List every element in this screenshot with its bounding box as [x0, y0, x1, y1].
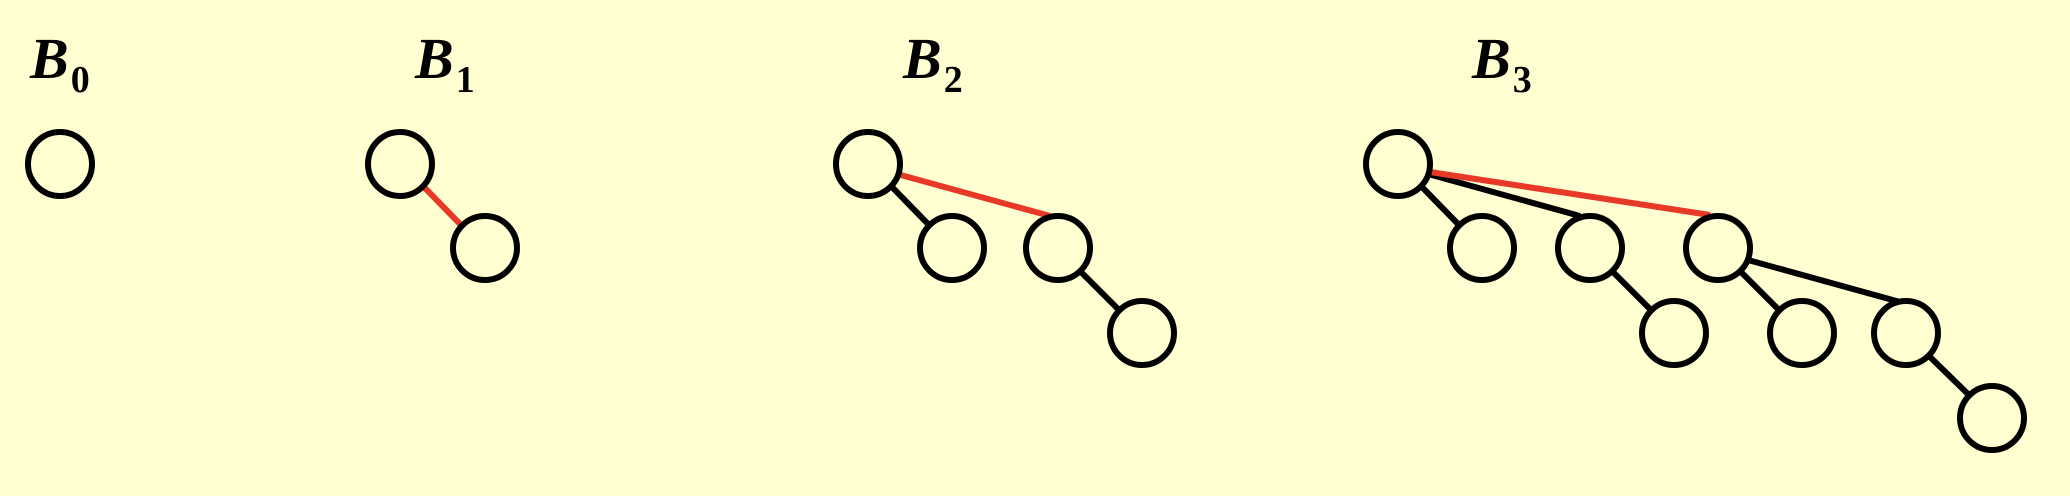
b3-node-b	[1555, 213, 1625, 283]
b3-node-g	[1957, 383, 2027, 453]
b1-root-node	[365, 129, 435, 199]
tree-b2	[833, 129, 1177, 368]
b1-link-edge	[419, 182, 465, 229]
b3-edge-root-a	[1417, 182, 1463, 229]
b3-subroot-node-d	[1683, 213, 1753, 283]
label-b0-letter: B	[30, 26, 69, 91]
b2-subchild-node	[1107, 298, 1177, 368]
tree-b1	[365, 129, 520, 283]
label-b3-subscript: 3	[1512, 59, 1532, 101]
b2-child-node	[917, 213, 987, 283]
b2-root-node	[833, 129, 903, 199]
tree-b0	[25, 129, 95, 199]
b1-child-node	[450, 213, 520, 283]
label-b1-subscript: 1	[455, 59, 475, 101]
label-b0-subscript: 0	[70, 59, 90, 101]
b3-node-c	[1639, 298, 1709, 368]
label-b2-letter: B	[903, 26, 942, 91]
label-b3-letter: B	[1472, 26, 1511, 91]
b3-root-node	[1363, 129, 1433, 199]
b3-edge-b-c	[1609, 268, 1655, 314]
b3-link-edge	[1429, 169, 1711, 218]
b2-subroot-node	[1023, 213, 1093, 283]
b3-edge-d-f	[1747, 257, 1901, 305]
b3-node-f	[1871, 298, 1941, 368]
label-b2-subscript: 2	[943, 59, 963, 101]
label-b0: B0	[30, 30, 90, 100]
b3-node-a	[1447, 213, 1517, 283]
b3-edge-root-b	[1427, 171, 1581, 219]
b0-root-node	[25, 129, 95, 199]
b3-node-e	[1767, 298, 1837, 368]
b3-edge-f-g	[1925, 352, 1973, 399]
label-b3: B3	[1472, 30, 1532, 100]
b2-link-edge	[896, 171, 1051, 219]
label-b1: B1	[415, 30, 475, 100]
label-b1-letter: B	[415, 26, 454, 91]
b2-edge-root-child	[887, 182, 933, 229]
b3-edge-d-e	[1737, 268, 1783, 314]
b2-edge-sub-child	[1077, 268, 1123, 314]
label-b2: B2	[903, 30, 963, 100]
tree-b3	[1363, 129, 2027, 453]
